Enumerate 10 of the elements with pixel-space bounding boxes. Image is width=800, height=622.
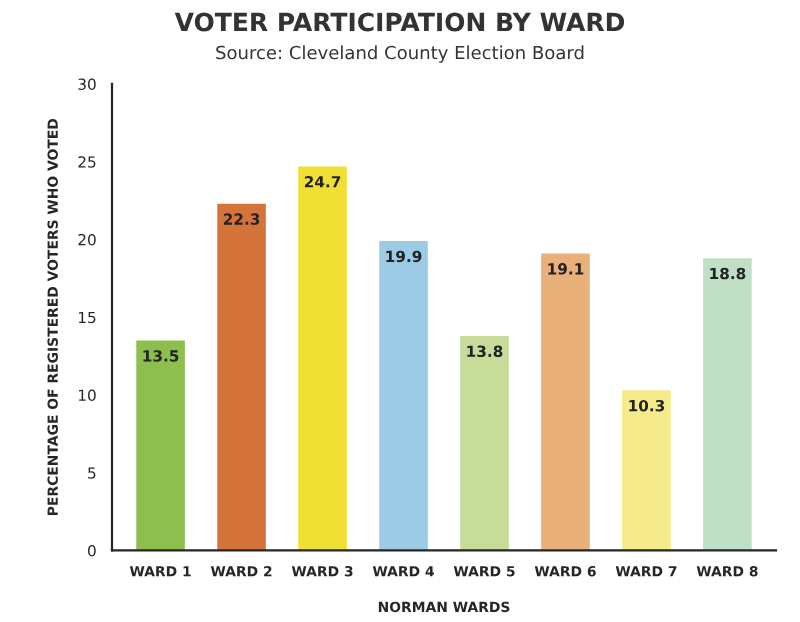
bar (379, 241, 428, 551)
chart-subtitle: Source: Cleveland County Election Board (216, 45, 584, 63)
bar (460, 335, 509, 551)
bar (217, 203, 266, 551)
chart-title: VOTER PARTICIPATION BY WARD (174, 12, 625, 32)
bar (298, 166, 347, 551)
bar (703, 258, 752, 551)
bar (541, 253, 590, 551)
bar (622, 390, 671, 551)
bar (136, 340, 185, 551)
